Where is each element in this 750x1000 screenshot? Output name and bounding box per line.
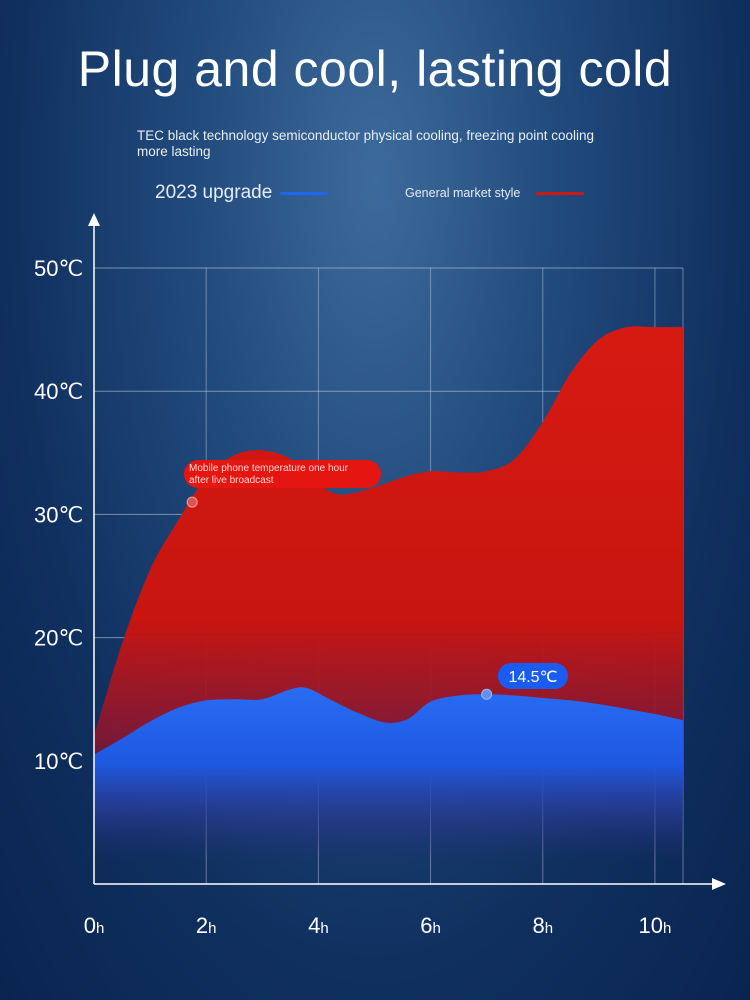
x-tick-number: 0 <box>84 913 96 938</box>
x-tick-label: 2h <box>196 913 217 938</box>
y-tick-label: 10℃ <box>34 749 83 774</box>
y-axis-arrow-icon <box>88 213 100 226</box>
y-tick-label: 30℃ <box>34 502 83 527</box>
x-tick-label: 10h <box>639 913 672 938</box>
tick-labels: 10℃20℃30℃40℃50℃0h 2h 4h 6h 8h 10h <box>34 256 671 938</box>
x-tick-number: 6 <box>420 913 432 938</box>
x-tick-label: 8h <box>532 913 553 938</box>
annotation-pill-general <box>184 460 381 488</box>
annotation-marker-general <box>186 496 198 508</box>
axes <box>88 213 726 890</box>
y-tick-label: 20℃ <box>34 626 83 651</box>
legend-item-general: General market style <box>405 186 585 200</box>
x-tick-unit: h <box>433 920 441 937</box>
y-tick-label: 40℃ <box>34 379 83 404</box>
legend-swatch-upgrade <box>280 191 329 195</box>
x-tick-unit: h <box>96 920 104 937</box>
x-tick-number: 4 <box>308 913 320 938</box>
y-tick-label: 50℃ <box>34 256 83 281</box>
page-title: Plug and cool, lasting cold <box>77 41 673 97</box>
series-area-upgrade <box>94 687 683 860</box>
legend-label-general: General market style <box>405 186 521 200</box>
x-axis-arrow-icon <box>712 878 726 890</box>
areas <box>94 326 683 860</box>
x-tick-label: 6h <box>420 913 441 938</box>
x-tick-number: 2 <box>196 913 208 938</box>
annotation-pill-upgrade <box>498 663 568 689</box>
x-tick-label: 0h <box>84 913 105 938</box>
x-tick-label: 4h <box>308 913 329 938</box>
x-tick-unit: h <box>545 920 553 937</box>
annotation-label-general: Mobile phone temperature one hour after l… <box>189 463 349 486</box>
legend-item-upgrade: 2023 upgrade <box>155 182 329 204</box>
x-tick-unit: h <box>208 920 216 937</box>
annotation-label-upgrade: 14.5℃ <box>508 669 557 686</box>
x-tick-unit: h <box>320 920 328 937</box>
annotation-marker-upgrade <box>481 688 493 700</box>
x-tick-number: 10 <box>639 913 663 938</box>
x-tick-number: 8 <box>532 913 544 938</box>
legend-swatch-general <box>536 191 585 195</box>
x-tick-unit: h <box>663 920 671 937</box>
subtitle: TEC black technology semiconductor physi… <box>137 128 594 159</box>
annotations: Mobile phone temperature one hour after l… <box>184 460 568 700</box>
legend-label-upgrade: 2023 upgrade <box>155 182 273 203</box>
